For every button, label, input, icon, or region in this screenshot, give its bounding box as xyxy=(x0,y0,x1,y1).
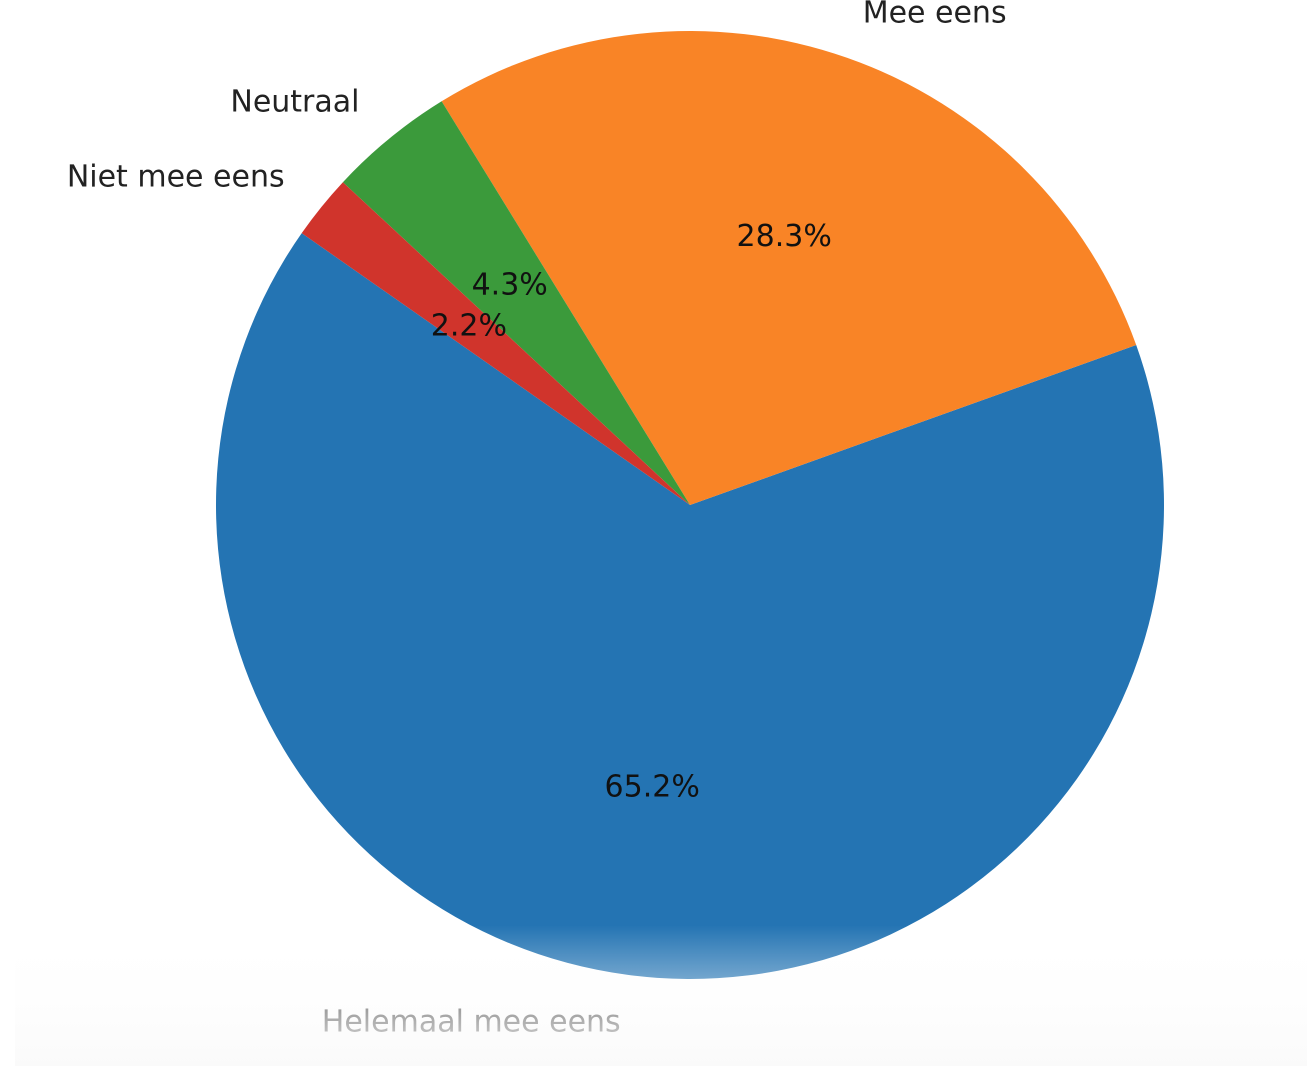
pie-slice-mee-eens xyxy=(441,30,1137,505)
pie-pct-label-niet-mee-eens: 2.2% xyxy=(431,309,507,344)
pie-pct-label-neutraal: 4.3% xyxy=(472,268,548,303)
pie-slices xyxy=(215,30,1164,979)
pie-category-label-niet-mee-eens: Niet mee eens xyxy=(67,160,285,195)
pie-category-label-neutraal: Neutraal xyxy=(230,84,359,119)
bottom-fade-overlay xyxy=(15,925,1307,1066)
pie-slice-niet-mee-eens xyxy=(301,182,690,505)
pie-pct-label-mee-eens: 28.3% xyxy=(737,219,832,254)
pie-pct-label-helemaal-mee-eens: 65.2% xyxy=(605,769,700,804)
pie-slice-helemaal-mee-eens xyxy=(215,233,1164,979)
pie-category-label-mee-eens: Mee eens xyxy=(863,0,1007,31)
pie-slice-neutraal xyxy=(342,101,690,505)
pie-percentage-labels: 65.2% 28.3% 4.3% 2.2% xyxy=(431,219,832,804)
